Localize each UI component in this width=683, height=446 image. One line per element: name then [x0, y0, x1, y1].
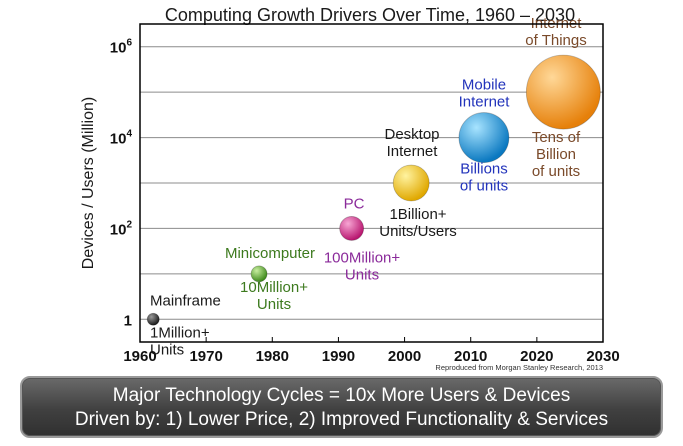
point-name-label: Internet of Things	[525, 15, 586, 49]
point-name-label: Minicomputer	[225, 245, 315, 262]
point-sub-label: 100Million+ Units	[324, 249, 401, 283]
summary-banner: Major Technology Cycles = 10x More Users…	[20, 376, 663, 438]
point-sub-line: Units	[345, 266, 379, 283]
summary-line-2: Driven by: 1) Lower Price, 2) Improved F…	[74, 409, 609, 430]
point-sub-label: Tens of Billion of units	[532, 129, 581, 180]
x-tick-label: 2000	[388, 348, 421, 365]
y-tick-label: 1	[124, 312, 132, 329]
chart-title: Computing Growth Drivers Over Time, 1960…	[165, 5, 575, 25]
point-name-line: Internet	[387, 143, 439, 160]
source-note: Reproduced from Morgan Stanley Research,…	[435, 363, 603, 372]
x-tick-label: 1990	[322, 348, 355, 365]
y-tick-exponent: 2	[126, 219, 132, 230]
y-tick-label: 104	[110, 129, 133, 148]
plot-frame	[139, 23, 604, 343]
point-name-line: Desktop	[384, 126, 439, 143]
axis-ticks: 1960 1970 1980 1990 2000 2010 2020 203011021041…	[110, 38, 620, 365]
point-sub-line: Billion	[536, 146, 576, 163]
bubble-internet-of-things	[525, 54, 601, 130]
bubble-pc	[339, 216, 365, 241]
y-tick-base: 10	[110, 221, 127, 238]
bubble-mobile-internet	[458, 112, 510, 163]
point-name-line: PC	[344, 195, 365, 212]
point-name-label: Mobile Internet	[459, 77, 511, 111]
point-sub-line: Billions	[460, 161, 508, 178]
x-tick-label: 1980	[256, 348, 289, 365]
x-tick-label: 2030	[586, 348, 619, 365]
point-sub-label: 1Billion+ Units/Users	[379, 206, 457, 240]
y-axis-label: Devices / Users (Million)	[80, 97, 97, 269]
point-sub-label: 10Million+ Units	[240, 279, 308, 313]
growth-chart: Computing Growth Drivers Over Time, 1960…	[80, 5, 620, 372]
summary-line-1: Major Technology Cycles = 10x More Users…	[112, 385, 571, 406]
point-sub-line: Tens of	[532, 129, 581, 146]
point-sub-line: 1Million+	[150, 324, 210, 341]
y-tick-exponent: 6	[126, 38, 132, 49]
grid-lines	[140, 46, 603, 320]
x-tick-label: 2020	[520, 348, 553, 365]
point-name-line: Minicomputer	[225, 245, 315, 262]
point-sub-line: Units	[150, 341, 184, 358]
x-tick-label: 2010	[454, 348, 487, 365]
point-sub-line: Units/Users	[379, 223, 457, 240]
y-tick-label: 102	[110, 219, 133, 238]
y-tick-label: 106	[110, 38, 133, 57]
x-tick-label: 1960	[123, 348, 156, 365]
point-name-line: Internet	[459, 94, 511, 111]
y-tick-exponent: 4	[126, 129, 132, 140]
x-tick-label: 1970	[189, 348, 222, 365]
point-name-line: Mainframe	[150, 292, 221, 309]
bubble-minicomputer	[250, 265, 268, 283]
point-name-line: Mobile	[462, 77, 506, 94]
point-sub-line: 10Million+	[240, 279, 308, 296]
point-name-label: PC	[344, 195, 365, 212]
point-sub-label: 1Million+ Units	[150, 324, 210, 358]
point-sub-line: 1Billion+	[389, 206, 446, 223]
point-name-label: Desktop Internet	[384, 126, 439, 160]
point-sub-line: of units	[532, 163, 580, 180]
bubble-desktop-internet	[392, 164, 430, 202]
y-tick-base: 10	[110, 131, 127, 148]
point-sub-line: 100Million+	[324, 249, 401, 266]
point-sub-line: of units	[460, 178, 508, 195]
point-sub-line: Units	[257, 296, 291, 313]
point-sub-label: Billions of units	[460, 161, 508, 195]
point-name-label: Mainframe	[150, 292, 221, 309]
point-name-line: of Things	[525, 32, 586, 49]
y-tick-base: 10	[110, 40, 127, 57]
bubble-mainframe	[146, 312, 160, 326]
y-tick-base: 1	[124, 312, 132, 329]
